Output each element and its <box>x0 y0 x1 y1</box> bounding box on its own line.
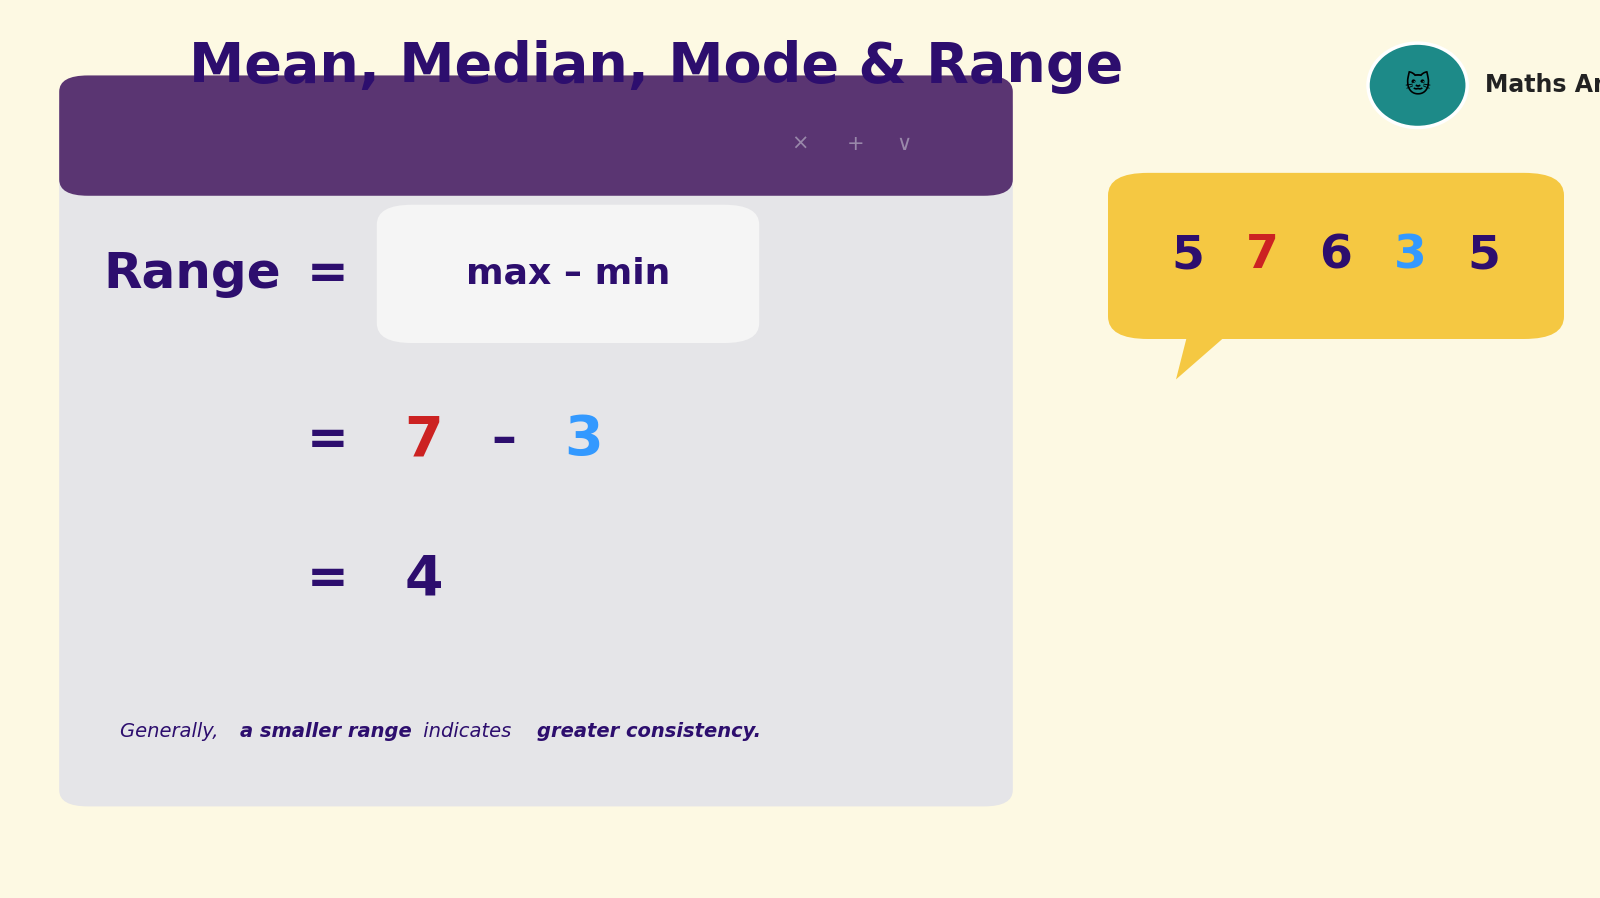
FancyBboxPatch shape <box>378 205 758 343</box>
FancyBboxPatch shape <box>88 140 984 180</box>
Polygon shape <box>1176 317 1248 380</box>
Text: 🐱: 🐱 <box>1405 74 1430 97</box>
Text: =: = <box>307 416 349 464</box>
Text: Maths Angel: Maths Angel <box>1485 74 1600 97</box>
Text: ×: × <box>792 134 808 154</box>
Text: a smaller range: a smaller range <box>240 722 411 742</box>
Text: 6: 6 <box>1320 233 1352 278</box>
Text: Mean, Median, Mode & Range: Mean, Median, Mode & Range <box>189 40 1123 94</box>
Text: Range: Range <box>102 250 282 298</box>
FancyBboxPatch shape <box>59 92 1013 806</box>
Text: =: = <box>307 250 349 298</box>
Text: 5: 5 <box>1171 233 1205 278</box>
Text: Generally,: Generally, <box>120 722 224 742</box>
FancyBboxPatch shape <box>1107 173 1565 339</box>
Text: 7: 7 <box>1245 233 1278 278</box>
Text: =: = <box>307 555 349 603</box>
Text: 4: 4 <box>405 552 443 606</box>
Text: 3: 3 <box>565 413 603 467</box>
Text: ∨: ∨ <box>896 134 912 154</box>
Text: 7: 7 <box>405 413 443 467</box>
Text: indicates: indicates <box>418 722 518 742</box>
Text: greater consistency.: greater consistency. <box>538 722 762 742</box>
FancyBboxPatch shape <box>59 75 1013 196</box>
Text: 5: 5 <box>1467 233 1501 278</box>
Text: 3: 3 <box>1394 233 1426 278</box>
Text: –: – <box>491 416 517 464</box>
Text: max – min: max – min <box>466 257 670 291</box>
Text: +: + <box>846 134 866 154</box>
Ellipse shape <box>1368 43 1467 128</box>
